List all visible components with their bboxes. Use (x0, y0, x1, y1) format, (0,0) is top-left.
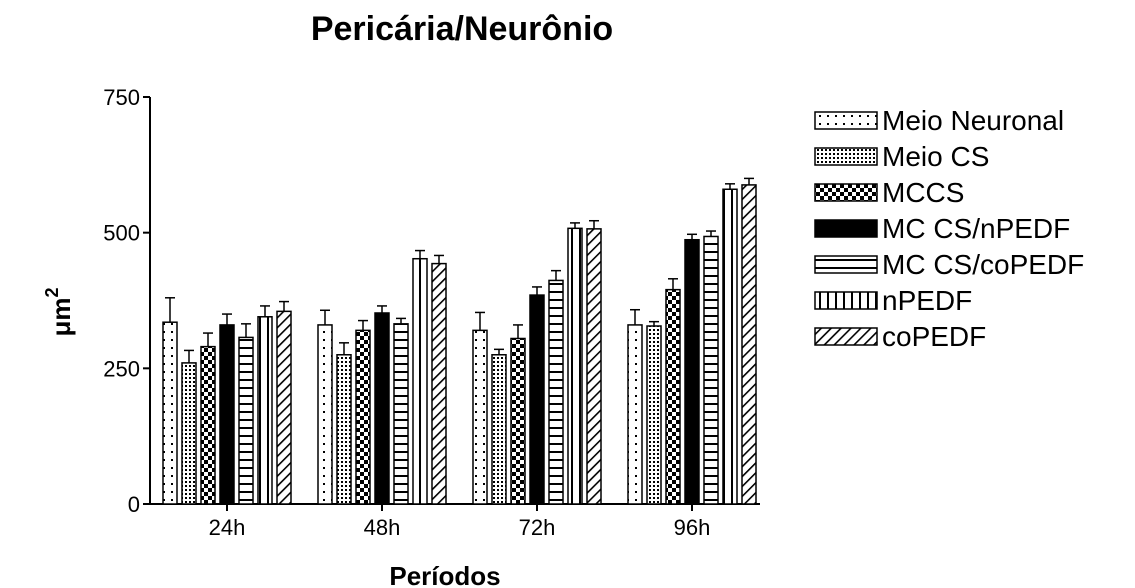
bar (336, 354, 352, 505)
bar (355, 329, 371, 505)
bar (257, 316, 273, 505)
legend-swatch (814, 111, 878, 130)
bar (741, 184, 757, 505)
bar (162, 321, 178, 505)
bar (722, 188, 738, 505)
bar (665, 288, 681, 505)
y-tick-label: 500 (103, 221, 140, 246)
bar (276, 310, 292, 505)
legend-label: coPEDF (882, 321, 986, 352)
y-axis-label-superscript: 2 (42, 287, 62, 297)
bar (374, 312, 390, 505)
svg-text:μm2: μm2 (42, 287, 76, 336)
y-tick-label: 0 (128, 492, 140, 517)
y-tick-label: 750 (103, 85, 140, 110)
bar (684, 238, 700, 505)
x-axis: 24h 48h 72h 96h (150, 503, 760, 540)
bar (431, 262, 447, 505)
y-axis-label: μm2 (42, 287, 76, 336)
legend-label: MC CS/nPEDF (882, 213, 1070, 244)
bar (200, 345, 216, 505)
legend-label: Meio Neuronal (882, 105, 1064, 136)
x-tick-label: 24h (209, 515, 246, 540)
bar (510, 337, 526, 505)
chart-title: Pericária/Neurônio (311, 10, 613, 48)
x-tick-label: 48h (364, 515, 401, 540)
bars (162, 177, 757, 505)
bar (491, 354, 507, 505)
bar (393, 323, 409, 505)
bar (238, 336, 254, 505)
bar (412, 257, 428, 505)
bar (181, 362, 197, 505)
legend-swatch (814, 183, 878, 202)
bar (586, 228, 602, 505)
legend-swatch (814, 255, 878, 274)
x-axis-label: Períodos (389, 561, 500, 588)
bar (627, 324, 643, 505)
legend-swatch (814, 327, 878, 346)
legend-label: MC CS/coPEDF (882, 249, 1084, 280)
bar (567, 227, 583, 505)
x-tick-label: 72h (519, 515, 556, 540)
bar (219, 324, 235, 505)
bar (703, 235, 719, 505)
legend-swatch (814, 291, 878, 310)
legend-label: nPEDF (882, 285, 972, 316)
legend: Meio Neuronal Meio CS MCCS MC CS/nPEDF MC CS… (814, 105, 1084, 352)
y-axis-label-unit: μm (46, 297, 76, 336)
bar (317, 324, 333, 505)
y-tick-label: 250 (103, 356, 140, 381)
legend-label: MCCS (882, 177, 964, 208)
bar (646, 325, 662, 505)
legend-swatch (814, 147, 878, 166)
bar (548, 279, 564, 505)
y-axis: 0 250 500 750 (103, 85, 151, 517)
bar (472, 329, 488, 505)
bar (529, 294, 545, 505)
legend-swatch (814, 219, 878, 238)
legend-label: Meio CS (882, 141, 989, 172)
x-tick-label: 96h (674, 515, 711, 540)
